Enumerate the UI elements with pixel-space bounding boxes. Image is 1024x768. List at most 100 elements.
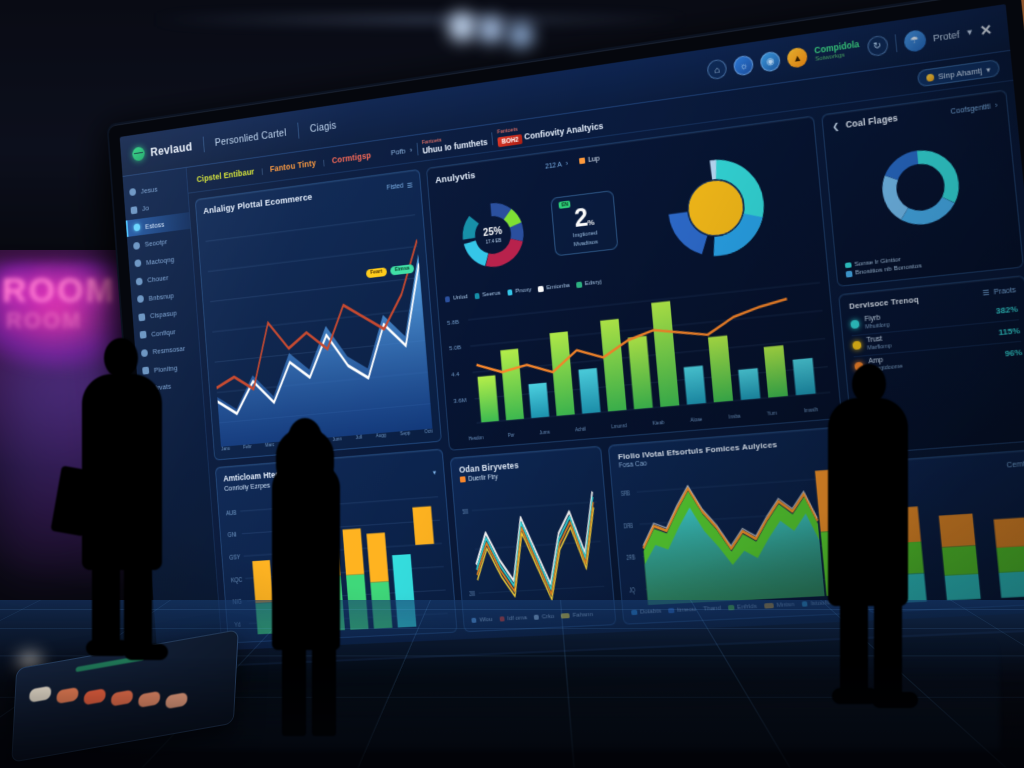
status-badge-sub: Sotworkgs <box>814 51 846 63</box>
sidebar-item-label: Jo <box>141 203 150 213</box>
globe-icon[interactable]: ◉ <box>759 50 782 73</box>
user-label: Protef <box>932 28 961 44</box>
tablet-button[interactable] <box>29 685 52 703</box>
card-meta-label: Praots <box>993 286 1017 297</box>
silhouette-shoe <box>86 640 130 656</box>
legend-item: Sonse lr Ginttor <box>844 244 1012 269</box>
legend-item: Seerus <box>474 290 501 300</box>
svg-text:2RB: 2RB <box>627 555 636 563</box>
analytics-row: 25% 17.4 EB EN 2% <box>436 140 817 293</box>
tablet-button[interactable] <box>110 689 134 707</box>
kpi-value: 2% <box>573 204 594 234</box>
kpi-tag: EN <box>558 200 571 210</box>
card-analytics: Anulyvtis 212 A › Lup <box>425 115 843 451</box>
breadcrumb-prefix[interactable]: Pofb <box>390 146 406 157</box>
card-title: Coal Flages <box>845 112 899 130</box>
chevron-down-icon[interactable]: ▾ <box>966 26 973 38</box>
svg-text:GNi: GNi <box>227 532 237 540</box>
column-center: Anulyvtis 212 A › Lup <box>425 115 861 633</box>
chevron-left-icon[interactable]: ❮ <box>831 121 840 132</box>
swatch <box>844 261 852 269</box>
grid-icon <box>130 205 138 214</box>
row-label: Fiyrb Mhuttlorg <box>864 314 890 331</box>
tab-separator: | <box>322 157 326 167</box>
silhouette-body <box>828 398 908 606</box>
legend-head-label: Duerlir Ftry <box>467 473 499 483</box>
swatch <box>474 293 480 300</box>
handshake-icon[interactable]: ☼ <box>733 54 755 77</box>
svg-text:DRB: DRB <box>624 522 634 530</box>
tablet-button[interactable] <box>83 688 106 706</box>
divider <box>416 142 419 156</box>
bank-icon[interactable]: ⌂ <box>706 58 728 81</box>
sidebar-item-label: Mactoqng <box>145 254 175 267</box>
topbar-link-1[interactable]: Ciagis <box>309 119 337 135</box>
card-title-2: Cemtsb <box>1006 460 1024 470</box>
silhouette-shoe <box>124 644 168 660</box>
card-title: Anulyvtis <box>434 169 476 186</box>
status-badge-title: Compidola <box>813 39 860 56</box>
chart-donut-small: 25% 17.4 EB <box>437 190 550 279</box>
silhouette-leg <box>124 556 152 654</box>
tablet-button[interactable] <box>56 686 79 705</box>
brand[interactable]: Revlaud <box>131 139 193 162</box>
card-market-analytics: Flolio IVotal Efsortuls Fomices Aulyices… <box>607 425 861 625</box>
legend-item: Emionba <box>538 282 570 292</box>
action-button[interactable]: Sinp Ahamtj ▾ <box>916 59 1001 88</box>
chevron-right-icon: › <box>409 145 413 155</box>
chart-icon <box>133 223 141 232</box>
tab-2[interactable]: Cormtigsp <box>331 150 372 166</box>
topbar-link-0[interactable]: Personlied Cartel <box>214 126 287 149</box>
breadcrumb-item-1[interactable]: Fantoets Uhuu Io fumthets <box>422 131 488 156</box>
svg-text:200: 200 <box>469 591 475 599</box>
legend-item: Bnosittos nb Bonostos <box>845 253 1013 278</box>
filter-icon[interactable]: ☰ <box>406 181 413 190</box>
sidebar-item-label: Seootpr <box>144 237 168 249</box>
kpi-label-1: Imgtioned <box>572 230 598 240</box>
status-badge: Compidola Sotworkgs <box>813 39 860 63</box>
tab-1[interactable]: Fantou Tinty <box>269 158 317 174</box>
divider <box>894 34 897 53</box>
database-icon <box>140 348 148 357</box>
user-icon <box>135 277 143 286</box>
chart-donut-large <box>618 142 817 271</box>
chevron-right-icon: › <box>565 160 569 168</box>
card-meta[interactable]: Coofsgentiti › <box>950 102 998 116</box>
card-meta[interactable]: 212 A › <box>545 161 568 171</box>
card-area-main: Anlaligy Plottal Ecommerce Fisted ☰ <box>194 168 442 461</box>
legend-item: Edsryj <box>576 279 602 289</box>
svg-text:5.8B: 5.8B <box>447 319 460 327</box>
alert-icon[interactable]: ▲ <box>786 46 809 69</box>
home-icon <box>129 187 137 197</box>
card-meta[interactable]: ☰ Praots <box>982 286 1016 298</box>
svg-text:5.0B: 5.0B <box>449 345 462 353</box>
table-row[interactable]: Fiyrb Mhuttlorg 382% <box>849 298 1019 336</box>
chip[interactable]: Lup <box>579 155 600 165</box>
legend-coal: Sonse lr Ginttor Bnosittos nb Bonostos <box>844 244 1013 278</box>
card-coal-flags: ❮ Coal Flages Coofsgentiti › <box>821 89 1024 288</box>
square-icon <box>459 476 466 483</box>
svg-text:GSY: GSY <box>229 554 241 562</box>
chart-market-area: SRB DRB 2RB JQ <box>619 455 849 606</box>
swatch <box>444 296 451 303</box>
card-meta[interactable]: ▾ <box>432 469 437 477</box>
user-avatar-icon[interactable]: ☂ <box>902 28 927 53</box>
card-title: Dervisoce Trenoq <box>848 295 920 312</box>
layers-icon <box>133 241 141 250</box>
row-label: Trust Marflomp <box>866 335 892 353</box>
box-icon <box>138 312 146 321</box>
kpi-label-2: Mvadtsos <box>573 239 599 248</box>
silhouette-leg <box>92 556 120 654</box>
tablet-button[interactable] <box>165 692 188 710</box>
close-icon[interactable]: ✕ <box>979 20 993 39</box>
refresh-icon[interactable]: ↻ <box>866 34 889 58</box>
table-row[interactable]: Trust Marflomp 115% <box>851 319 1022 358</box>
kpi-card: EN 2% Imgtioned Mvadtsos <box>550 190 619 257</box>
tablet-button[interactable] <box>138 690 161 708</box>
card-meta[interactable]: Fisted ☰ <box>386 181 412 192</box>
sidebar-item-label: Clspasup <box>149 308 178 321</box>
divider <box>202 136 205 153</box>
tab-0[interactable]: Cipstel Entibaur <box>196 166 255 185</box>
filter-icon[interactable]: ☰ <box>982 289 990 299</box>
